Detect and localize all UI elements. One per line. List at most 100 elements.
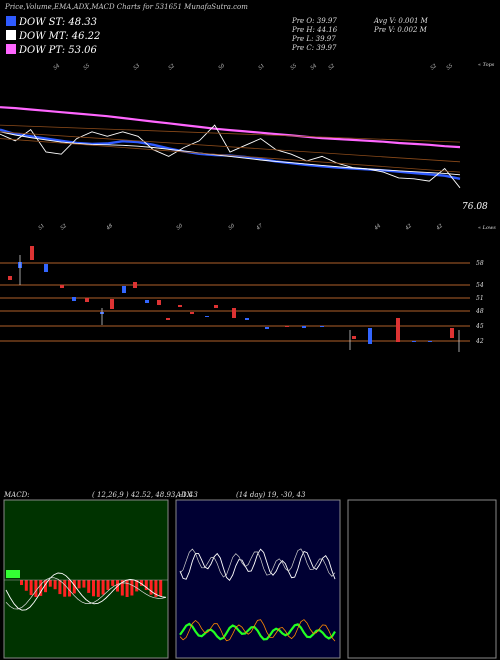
bottom-label-8: 42 [435, 223, 445, 232]
price-bar-2 [30, 246, 34, 260]
price-bar-24 [352, 336, 356, 339]
ema-lines-group [0, 106, 461, 189]
avg-volume: Avg V: 0.001 M [374, 17, 428, 25]
price-level-label-1: 54 [476, 282, 484, 289]
bottom-label-5: 47 [255, 222, 265, 232]
price-bar-19 [245, 318, 249, 320]
pre-volume: Pre V: 0.002 M [374, 26, 427, 34]
ref-curve-2 [0, 138, 461, 173]
price-bar-26 [396, 318, 400, 342]
ema-line-2 [0, 131, 461, 176]
price-bars-group [8, 246, 460, 352]
price-bar-12 [157, 300, 161, 305]
legend-dow-mt: DOW MT: 46.22 [6, 30, 100, 42]
price-level-label-0: 58 [476, 260, 484, 267]
bottom-label-0: 51 [37, 223, 46, 232]
top-label-8: 52 [327, 63, 336, 72]
tops-label: « Tops [478, 62, 495, 68]
macd-hist-bar-15 [92, 580, 95, 597]
ema-line-0 [0, 106, 461, 149]
price-level-label-5: 42 [475, 338, 484, 345]
adx-panel [175, 499, 341, 659]
price-bar-18 [232, 308, 236, 318]
macd-hist-bar-12 [77, 580, 81, 589]
macd-hist-bar-5 [44, 580, 47, 593]
macd-hist-bar-8 [58, 580, 62, 595]
price-bar-17 [214, 305, 218, 308]
macd-hist-bar-6 [48, 580, 52, 587]
macd-hist-bar-24 [135, 580, 139, 592]
ema-line-1 [0, 128, 461, 180]
ema-line-3 [0, 124, 461, 189]
macd-panel [3, 499, 169, 659]
pre-low: Pre L: 39.97 [292, 35, 336, 43]
ref-curve-1 [0, 131, 461, 163]
macd-hist-bar-27 [149, 580, 153, 595]
top-label-10: 55 [445, 63, 454, 72]
price-bar-3 [44, 264, 48, 272]
legend-swatch-st [6, 16, 16, 26]
macd-hist-bar-16 [96, 580, 100, 597]
price-bar-20 [265, 327, 269, 329]
price-bar-28 [428, 341, 432, 342]
macd-hist-bar-21 [120, 580, 124, 596]
legend-dow-mt-label: DOW MT: 46.22 [19, 31, 101, 42]
price-bar-13 [166, 318, 170, 320]
macd-hist-bar-4 [39, 580, 43, 596]
macd-hist-bar-1 [24, 580, 28, 591]
macd-title: MACD: [4, 491, 30, 499]
price-level-label-2: 51 [476, 295, 484, 302]
adx-aux-line [179, 619, 336, 642]
price-bar-29 [450, 328, 454, 338]
macd-hist-bar-10 [68, 580, 71, 597]
adx-minus-di-line [179, 548, 336, 578]
ref-curve-0 [0, 124, 461, 143]
top-label-2: 53 [132, 63, 141, 72]
top-label-3: 52 [167, 63, 176, 72]
adx-title: ADX [176, 491, 192, 499]
legend-dow-st-label: DOW ST: 48.33 [19, 17, 98, 28]
legend-swatch-pt [6, 44, 16, 54]
bottom-label-1: 52 [59, 223, 68, 232]
price-level-label-3: 48 [475, 308, 484, 315]
price-bar-10 [133, 282, 137, 288]
top-label-1: 55 [82, 63, 91, 72]
legend-dow-pt-label: DOW PT: 53.06 [19, 45, 97, 56]
top-label-6: 55 [289, 63, 298, 72]
adx-group [179, 548, 336, 642]
price-bar-27 [412, 341, 416, 342]
pre-close: Pre C: 39.97 [292, 44, 337, 52]
price-bar-4 [60, 285, 64, 288]
legend-swatch-mt [6, 30, 16, 40]
price-bar-6 [85, 298, 89, 302]
top-label-5: 51 [257, 63, 266, 72]
chart-title: Price,Volume,EMA,ADX,MACD Charts for 531… [5, 3, 248, 11]
top-label-0: 54 [52, 63, 61, 72]
legend-dow-st: DOW ST: 48.33 [6, 16, 100, 28]
price-level-label-4: 45 [475, 323, 484, 330]
adx-plus-di-line [179, 548, 336, 582]
macd-hist-bar-23 [130, 580, 134, 596]
bottom-label-2: 48 [105, 223, 115, 232]
macd-hist-green [6, 570, 20, 578]
macd-hist-bar-26 [144, 580, 148, 591]
price-levels-group: 58 54 51 48 45 42 [0, 260, 484, 345]
price-bar-11 [145, 300, 149, 303]
top-labels-group: 54 55 53 52 50 51 55 54 52 52 55 [52, 62, 454, 71]
price-bar-16 [205, 316, 209, 317]
top-label-9: 52 [429, 63, 438, 72]
macd-hist-bar-9 [63, 580, 67, 597]
macd-values: ( 12,26,9 ) 42.52, 48.93, -1.43 [92, 491, 198, 499]
macd-hist-bar-7 [53, 580, 57, 590]
macd-hist-bar-3 [34, 580, 38, 597]
macd-hist-bar-18 [106, 580, 110, 590]
price-bar-8 [110, 299, 114, 309]
bottom-labels-group: 51 52 48 50 50 47 44 42 42 [37, 222, 444, 232]
price-bar-21 [285, 326, 289, 327]
macd-signal-line [5, 577, 167, 610]
price-bar-14 [178, 305, 182, 307]
bottom-label-3: 50 [175, 222, 184, 231]
price-bar-9 [122, 286, 126, 293]
macd-hist-bar-14 [87, 580, 91, 593]
